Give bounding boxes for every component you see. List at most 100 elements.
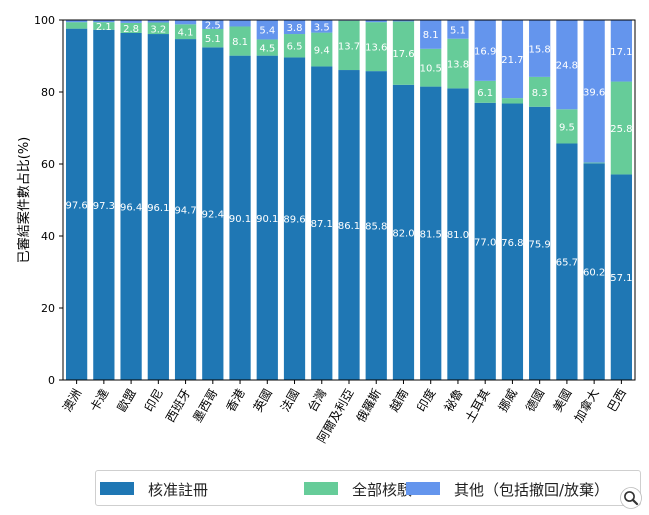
data-label: 77.0 bbox=[474, 237, 496, 248]
x-tick-label: 德國 bbox=[522, 386, 547, 414]
x-tick-label: 台灣 bbox=[304, 386, 329, 414]
bar-segment bbox=[447, 88, 469, 381]
data-label: 97.6 bbox=[65, 200, 87, 211]
data-label: 16.9 bbox=[474, 46, 496, 57]
x-tick-label: 挪威 bbox=[496, 387, 520, 415]
data-label: 81.5 bbox=[420, 229, 442, 240]
data-label: 90.1 bbox=[256, 214, 278, 225]
data-label: 2.5 bbox=[205, 21, 221, 32]
bar-segment bbox=[338, 20, 360, 71]
bar-segment bbox=[93, 20, 115, 23]
data-label: 5.4 bbox=[259, 26, 275, 37]
chart-legend: 核准註冊 全部核駁 其他（包括撤回/放棄） bbox=[95, 470, 641, 506]
bar-segment bbox=[120, 22, 142, 33]
data-label: 3.5 bbox=[314, 22, 330, 33]
y-tick-label: 100 bbox=[34, 14, 55, 27]
x-tick-label: 越南 bbox=[386, 386, 411, 414]
data-label: 94.7 bbox=[174, 206, 196, 217]
bar-segment bbox=[202, 20, 224, 29]
x-tick-label: 印度 bbox=[413, 386, 438, 414]
data-label: 25.8 bbox=[610, 124, 632, 135]
data-label: 96.1 bbox=[147, 203, 169, 214]
x-tick-label: 法國 bbox=[278, 387, 302, 415]
bar-segment bbox=[311, 20, 333, 33]
data-label: 21.7 bbox=[501, 55, 523, 66]
data-label: 87.1 bbox=[311, 219, 333, 230]
bar-segment bbox=[283, 34, 306, 58]
x-tick-label: 俄羅斯 bbox=[354, 387, 384, 425]
bar-segment bbox=[65, 20, 88, 23]
legend-label-other: 其他（包括撤回/放棄） bbox=[454, 481, 610, 499]
bar-segment bbox=[583, 20, 605, 163]
data-label: 13.8 bbox=[447, 60, 469, 71]
data-label: 4.5 bbox=[259, 44, 275, 55]
bar-segment bbox=[202, 29, 224, 48]
bar-segment bbox=[120, 20, 142, 23]
x-tick-label: 澳洲 bbox=[60, 387, 84, 415]
bar-segment bbox=[501, 98, 524, 104]
bar-segment bbox=[365, 20, 387, 23]
y-tick-label: 60 bbox=[41, 158, 55, 171]
data-label: 5.1 bbox=[450, 26, 466, 37]
data-label: 9.4 bbox=[314, 46, 330, 57]
bar-segment bbox=[256, 55, 278, 380]
data-label: 97.3 bbox=[93, 201, 115, 212]
legend-swatch-other bbox=[406, 482, 440, 495]
data-label: 5.1 bbox=[205, 34, 221, 45]
data-label: 24.8 bbox=[556, 61, 578, 72]
bar-segment bbox=[256, 20, 278, 40]
bar-segment bbox=[392, 21, 415, 85]
data-label: 4.1 bbox=[178, 28, 194, 39]
bar-segment bbox=[556, 143, 578, 380]
data-label: 13.7 bbox=[338, 41, 360, 52]
data-label: 17.1 bbox=[610, 47, 632, 58]
bar-segment bbox=[501, 20, 524, 99]
x-tick-label: 土耳其 bbox=[463, 387, 493, 425]
bar-segment bbox=[229, 26, 251, 56]
data-label: 2.1 bbox=[96, 22, 112, 33]
data-label: 17.6 bbox=[392, 49, 414, 60]
bar-segment bbox=[256, 39, 278, 56]
data-label: 13.6 bbox=[365, 43, 387, 54]
legend-swatch-rejected bbox=[304, 482, 338, 495]
bar-segment bbox=[556, 109, 578, 144]
data-label: 81.0 bbox=[447, 230, 469, 241]
bar-segment bbox=[174, 39, 197, 381]
bar-segment bbox=[65, 28, 88, 380]
x-tick-label: 加拿大 bbox=[571, 386, 602, 425]
y-tick-label: 0 bbox=[48, 374, 55, 387]
data-label: 75.9 bbox=[529, 239, 551, 250]
bar-segment bbox=[311, 66, 333, 380]
legend-label-approved: 核准註冊 bbox=[148, 481, 209, 499]
bar-segment bbox=[147, 22, 169, 35]
bar-segment bbox=[447, 38, 469, 89]
data-label: 6.5 bbox=[287, 42, 303, 53]
y-tick-label: 40 bbox=[41, 230, 55, 243]
bar-segment bbox=[147, 20, 169, 23]
x-tick-label: 美國 bbox=[550, 387, 574, 415]
bar-segment bbox=[311, 32, 333, 67]
bar-segment bbox=[420, 86, 442, 380]
bar-segment bbox=[556, 20, 578, 110]
data-label: 9.5 bbox=[559, 122, 575, 133]
y-axis-label: 已審結案件數占比(%) bbox=[17, 137, 32, 264]
x-tick-label: 英國 bbox=[251, 387, 275, 415]
bar-segment bbox=[610, 81, 633, 175]
bar-segment bbox=[229, 55, 251, 380]
x-tick-label: 卡達 bbox=[87, 387, 111, 415]
x-tick-label: 歐盟 bbox=[114, 386, 139, 414]
bar-segment bbox=[202, 47, 224, 381]
bar-segment bbox=[283, 20, 306, 35]
bar-segment bbox=[365, 22, 387, 72]
bar-segment bbox=[93, 22, 115, 30]
x-tick-label: 西班牙 bbox=[163, 387, 193, 425]
bar-segment bbox=[365, 71, 387, 381]
data-label: 96.4 bbox=[120, 202, 142, 213]
bar-segment bbox=[338, 70, 360, 380]
bar-segment bbox=[392, 84, 415, 381]
data-label: 2.8 bbox=[123, 24, 139, 35]
bar-segment bbox=[392, 20, 415, 22]
data-label: 57.1 bbox=[610, 273, 632, 284]
magnifier-icon[interactable] bbox=[620, 487, 642, 509]
bar-segment bbox=[529, 20, 551, 77]
